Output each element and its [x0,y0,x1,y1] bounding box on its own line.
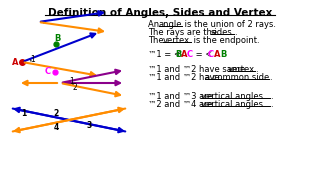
Text: C: C [45,66,51,75]
Text: ™1 and ™3 are: ™1 and ™3 are [148,92,215,101]
Text: .: . [270,100,273,109]
Text: 3: 3 [86,120,92,129]
Text: = ∢: = ∢ [193,50,212,59]
Text: .: . [270,92,273,101]
Text: vertex: vertex [228,65,255,74]
Text: B: B [220,50,226,59]
Text: A: A [181,50,188,59]
Text: .: . [269,73,272,82]
Text: vertical angles: vertical angles [201,92,263,101]
Text: 1: 1 [21,109,27,118]
Text: a common side: a common side [205,73,269,82]
Text: ™2 and ™4 are: ™2 and ™4 are [148,100,215,109]
Text: 1: 1 [31,55,36,64]
Text: sides: sides [211,28,233,37]
Text: 4: 4 [53,123,59,132]
Text: Definition of Angles, Sides and Vertex: Definition of Angles, Sides and Vertex [48,8,272,18]
Text: 1: 1 [70,76,74,86]
Text: vertex: vertex [163,36,190,45]
Text: .: . [255,65,258,74]
Text: The: The [148,36,166,45]
Text: An: An [148,20,162,29]
Text: .: . [234,28,236,37]
Text: is the union of 2 rays.: is the union of 2 rays. [181,20,276,29]
Text: ™1 and ™2 have: ™1 and ™2 have [148,73,222,82]
Text: The rays are the: The rays are the [148,28,220,37]
Text: 2: 2 [53,109,59,118]
Text: A: A [214,50,220,59]
Text: B: B [175,50,181,59]
Text: 2: 2 [73,82,77,91]
Text: ™1 and ™2 have same: ™1 and ™2 have same [148,65,248,74]
Text: A: A [12,57,18,66]
Text: C: C [208,50,214,59]
Text: vertical angles: vertical angles [201,100,263,109]
Text: is the endpoint.: is the endpoint. [191,36,260,45]
Text: C: C [187,50,193,59]
Text: B: B [54,33,60,42]
Text: angle: angle [158,20,182,29]
Text: ™1 = ∢: ™1 = ∢ [148,50,181,59]
